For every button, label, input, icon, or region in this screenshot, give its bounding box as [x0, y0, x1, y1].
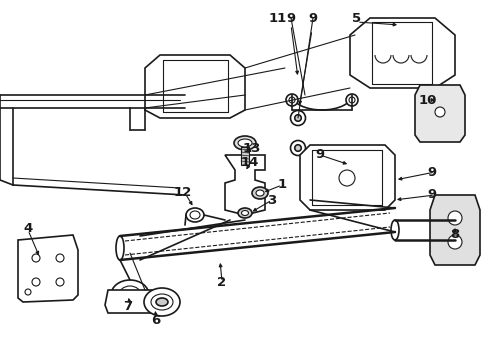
Text: 10: 10 [419, 94, 437, 107]
Circle shape [25, 289, 31, 295]
Circle shape [56, 254, 64, 262]
Text: 11: 11 [269, 12, 287, 24]
Circle shape [448, 211, 462, 225]
Text: 9: 9 [316, 148, 324, 162]
Ellipse shape [234, 136, 256, 150]
Circle shape [295, 145, 301, 151]
Ellipse shape [190, 211, 200, 219]
Ellipse shape [289, 97, 295, 103]
Circle shape [295, 115, 301, 121]
Ellipse shape [349, 97, 355, 103]
Ellipse shape [186, 208, 204, 222]
Ellipse shape [286, 94, 298, 106]
Text: 2: 2 [218, 275, 226, 288]
Polygon shape [430, 195, 480, 265]
Ellipse shape [291, 111, 305, 126]
Text: 7: 7 [123, 301, 133, 314]
Ellipse shape [242, 211, 248, 216]
Ellipse shape [116, 236, 124, 260]
Ellipse shape [156, 298, 168, 306]
Text: 9: 9 [287, 12, 295, 24]
Ellipse shape [346, 162, 353, 168]
Text: 6: 6 [151, 314, 161, 327]
Ellipse shape [343, 158, 358, 172]
Text: 5: 5 [352, 12, 362, 24]
Ellipse shape [144, 288, 180, 316]
Text: 13: 13 [243, 141, 261, 154]
Ellipse shape [346, 94, 358, 106]
Polygon shape [415, 85, 465, 142]
Ellipse shape [294, 144, 301, 152]
Bar [241, 147, 249, 165]
Circle shape [56, 278, 64, 286]
Polygon shape [300, 145, 395, 210]
Circle shape [339, 170, 355, 186]
Ellipse shape [346, 181, 353, 189]
Circle shape [347, 162, 353, 168]
Text: 9: 9 [308, 12, 318, 24]
Circle shape [347, 182, 353, 188]
Ellipse shape [119, 286, 141, 304]
Text: 3: 3 [268, 194, 277, 207]
Text: 14: 14 [241, 157, 259, 170]
Polygon shape [225, 155, 265, 215]
Ellipse shape [125, 291, 135, 299]
Text: 12: 12 [174, 186, 192, 199]
Text: 9: 9 [427, 166, 437, 179]
Text: 4: 4 [24, 221, 33, 234]
Ellipse shape [451, 220, 459, 240]
Text: 9: 9 [427, 189, 437, 202]
Ellipse shape [111, 280, 149, 310]
Ellipse shape [238, 208, 252, 218]
Ellipse shape [294, 114, 301, 122]
Ellipse shape [151, 294, 173, 310]
Ellipse shape [343, 177, 358, 193]
Polygon shape [145, 55, 245, 118]
Ellipse shape [256, 190, 264, 196]
Polygon shape [18, 235, 78, 302]
Circle shape [448, 235, 462, 249]
Ellipse shape [238, 139, 252, 147]
Circle shape [435, 107, 445, 117]
Text: 1: 1 [277, 179, 287, 192]
Circle shape [32, 254, 40, 262]
Text: 8: 8 [450, 229, 460, 242]
Polygon shape [105, 290, 155, 313]
Circle shape [32, 278, 40, 286]
Ellipse shape [252, 187, 268, 199]
Polygon shape [350, 18, 455, 88]
Ellipse shape [391, 220, 399, 240]
Ellipse shape [291, 140, 305, 156]
